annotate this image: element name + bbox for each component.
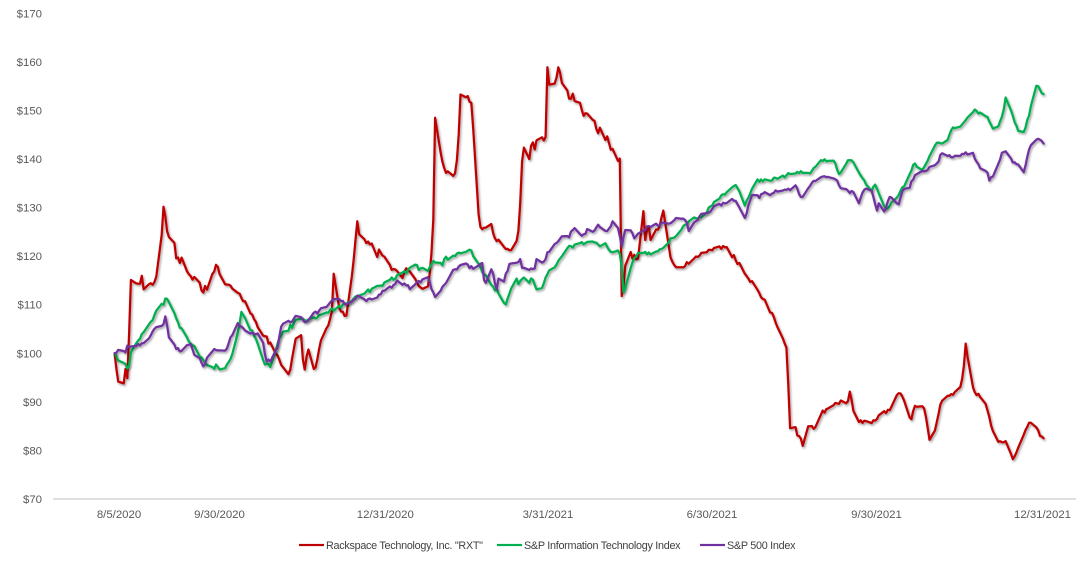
svg-text:6/30/2021: 6/30/2021 xyxy=(687,509,738,521)
svg-text:$120: $120 xyxy=(17,251,42,263)
svg-text:3/31/2021: 3/31/2021 xyxy=(523,509,574,521)
svg-text:$70: $70 xyxy=(23,494,42,506)
svg-text:$150: $150 xyxy=(17,106,42,118)
svg-text:$110: $110 xyxy=(18,300,43,312)
svg-text:12/31/2021: 12/31/2021 xyxy=(1014,509,1071,521)
svg-text:$160: $160 xyxy=(17,57,42,69)
svg-text:S&P 500 Index: S&P 500 Index xyxy=(727,540,796,552)
svg-text:$90: $90 xyxy=(23,397,42,409)
svg-text:9/30/2020: 9/30/2020 xyxy=(194,509,245,521)
svg-text:$130: $130 xyxy=(17,203,42,215)
svg-text:S&P Information Technology Ind: S&P Information Technology Index xyxy=(524,540,681,552)
svg-text:12/31/2020: 12/31/2020 xyxy=(357,509,414,521)
svg-text:9/30/2021: 9/30/2021 xyxy=(851,509,902,521)
svg-text:8/5/2020: 8/5/2020 xyxy=(97,509,141,521)
svg-text:$100: $100 xyxy=(17,348,42,360)
svg-text:$170: $170 xyxy=(17,8,42,20)
svg-text:Rackspace Technology, Inc. "RX: Rackspace Technology, Inc. "RXT" xyxy=(326,540,483,552)
svg-text:$80: $80 xyxy=(23,445,42,457)
svg-text:$140: $140 xyxy=(17,154,42,166)
